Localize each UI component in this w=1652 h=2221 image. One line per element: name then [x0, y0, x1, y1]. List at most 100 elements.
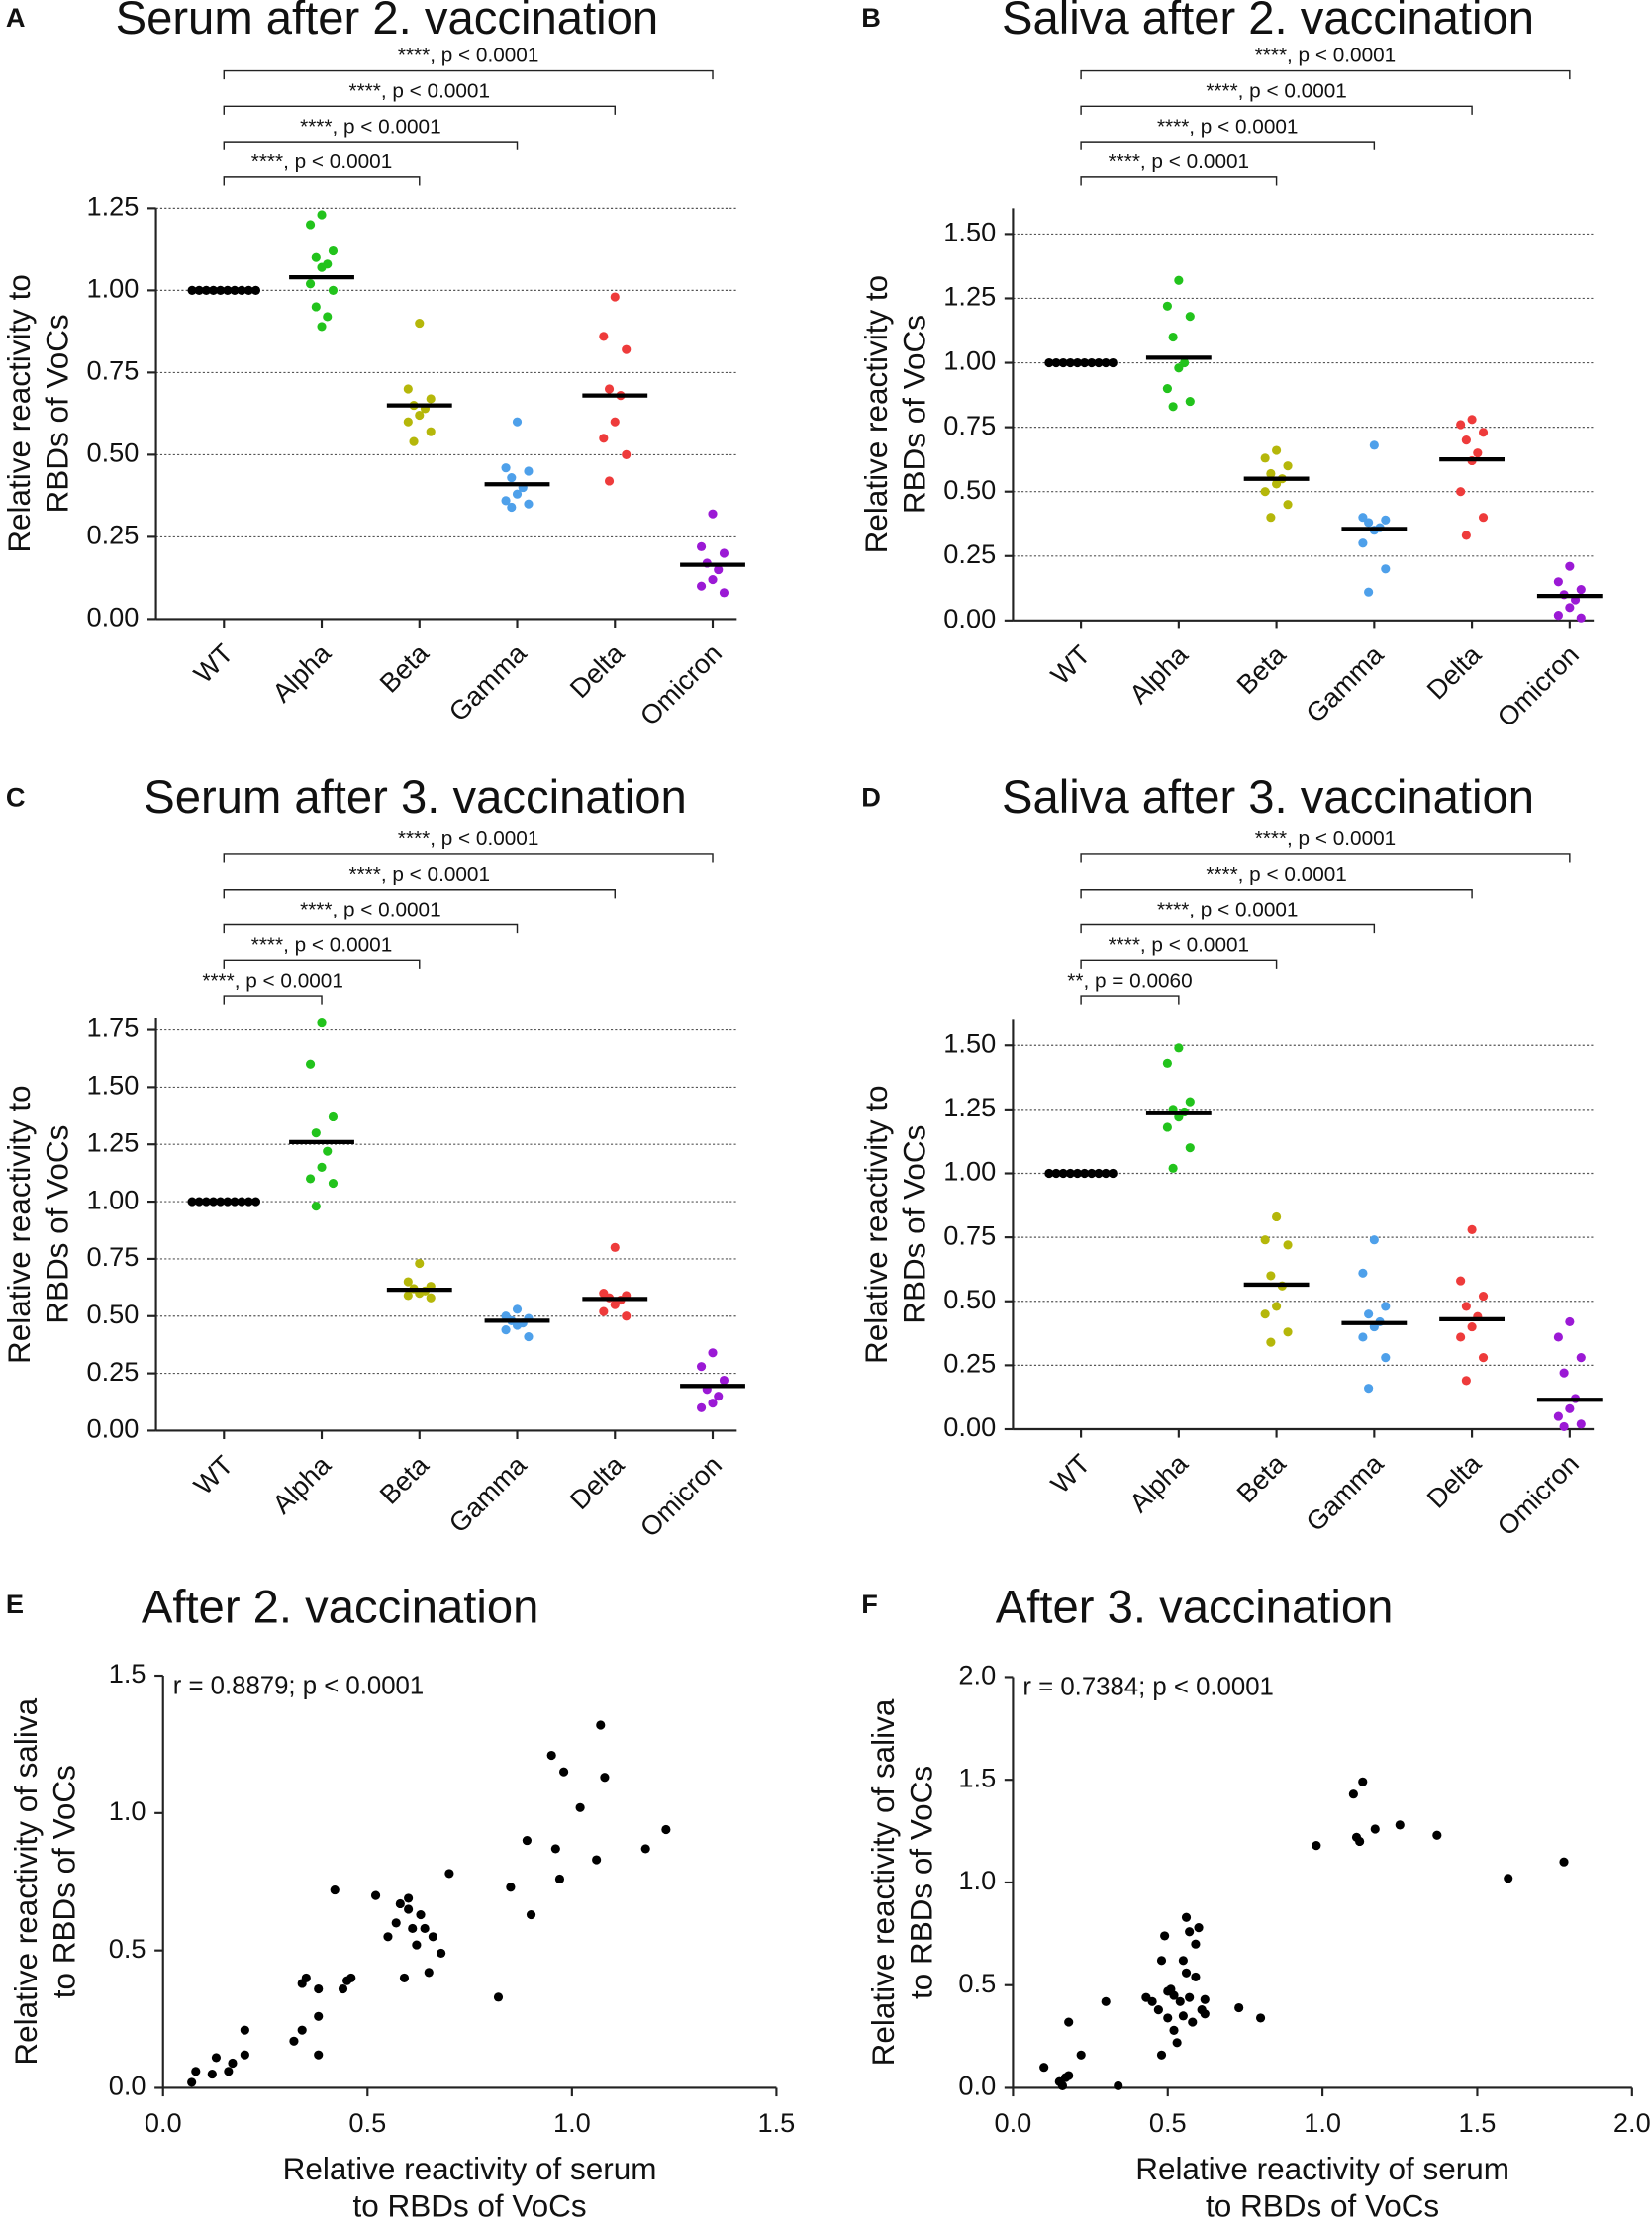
data-point [305, 220, 316, 230]
comparison-bracket [1080, 69, 1571, 80]
data-point [524, 499, 534, 509]
data-point [311, 1202, 321, 1211]
x-tick-label: 1.0 [553, 2107, 591, 2138]
data-point [1364, 518, 1374, 528]
data-point [1565, 1316, 1575, 1327]
y-tick-label: 1.25 [943, 281, 996, 312]
comparison-label: ****, p < 0.0001 [251, 933, 392, 956]
x-tick-label: Beta [1230, 638, 1292, 700]
data-point [403, 1291, 413, 1301]
data-point [1364, 1309, 1374, 1319]
data-point [1188, 2017, 1198, 2027]
data-point [317, 322, 327, 332]
y-tick-label: 1.5 [958, 1762, 996, 1792]
data-point [224, 2067, 234, 2076]
data-point [297, 2025, 307, 2035]
comparison-bracket [1080, 959, 1278, 969]
comparison-bracket [1080, 141, 1376, 150]
x-tick-label: 0.0 [995, 2107, 1032, 2138]
data-point [1461, 1302, 1471, 1311]
data-point [1191, 1939, 1201, 1949]
y-tick-label: 0.00 [86, 602, 139, 632]
data-point [415, 410, 425, 421]
data-point [426, 1293, 436, 1303]
data-point [1175, 1996, 1185, 2006]
data-point [1185, 397, 1195, 407]
data-point [240, 2025, 249, 2035]
comparison-bracket [1080, 176, 1278, 186]
data-point [1169, 1990, 1179, 2000]
data-point [1478, 513, 1489, 523]
data-point [1039, 2063, 1049, 2073]
y-tick-label: 0.25 [86, 1356, 139, 1387]
data-point [1174, 1043, 1184, 1053]
data-point [328, 285, 339, 295]
data-point [1553, 1332, 1563, 1342]
y-tick-label: 0.0 [109, 2071, 146, 2101]
data-point [1266, 468, 1276, 479]
data-point [1576, 1419, 1586, 1429]
data-point [501, 1325, 511, 1335]
comparison-label: ****, p < 0.0001 [1206, 80, 1346, 103]
y-tick-label: 0.0 [958, 2071, 996, 2101]
data-point [323, 1146, 333, 1156]
comparison-bracket [223, 923, 519, 934]
data-point [599, 1306, 609, 1316]
data-point [512, 1320, 523, 1330]
data-point [1156, 1956, 1167, 1966]
data-point [317, 1018, 327, 1028]
y-tick-label: 1.25 [943, 1092, 996, 1122]
annotation: r = 0.7384; p < 0.0001 [1022, 1674, 1273, 1701]
data-point [604, 384, 615, 394]
comparison-label: ****, p < 0.0001 [1109, 150, 1249, 173]
data-point [708, 574, 718, 585]
data-point [1381, 1302, 1391, 1311]
data-point [1467, 1224, 1477, 1234]
data-point [311, 1128, 321, 1138]
data-point [696, 581, 707, 591]
data-point [507, 473, 517, 483]
data-point [610, 292, 620, 302]
data-point [1553, 611, 1563, 621]
data-point [640, 1844, 650, 1854]
annotation: r = 0.8879; p < 0.0001 [173, 1672, 424, 1699]
x-tick-label: Beta [373, 1449, 435, 1510]
comparison-label: ****, p < 0.0001 [300, 115, 440, 138]
data-point [599, 332, 609, 341]
data-point [1553, 577, 1563, 587]
panel-letter: A [6, 2, 26, 33]
data-point [714, 565, 724, 575]
data-point [305, 279, 316, 289]
data-point [346, 1973, 356, 1982]
chart-title: Saliva after 2. vaccination [1002, 0, 1534, 45]
comparison-label: **, p = 0.0060 [1067, 969, 1192, 992]
chart-title: Saliva after 3. vaccination [1002, 771, 1534, 823]
panel-letter: C [6, 781, 26, 812]
y-tick-label: 1.25 [86, 1126, 139, 1157]
y-axis-label: Relative reactivity of saliva [866, 1698, 901, 2066]
data-point [1364, 1384, 1374, 1394]
data-point [1456, 1276, 1466, 1286]
data-point [311, 302, 321, 312]
y-axis-label: RBDs of VoCs [41, 1125, 75, 1324]
data-point [1174, 363, 1184, 373]
y-tick-label: 1.00 [943, 345, 996, 376]
data-point [610, 417, 620, 427]
x-tick-label: 0.5 [1149, 2107, 1187, 2138]
y-tick-label: 2.0 [958, 1660, 996, 1690]
data-point [1168, 402, 1178, 412]
chart-title: Serum after 2. vaccination [116, 0, 659, 45]
data-point [409, 436, 419, 446]
data-point [437, 1948, 446, 1959]
data-point [1260, 1309, 1270, 1319]
comparison-label: ****, p < 0.0001 [202, 969, 342, 992]
data-point [314, 2050, 324, 2060]
data-point [338, 1983, 348, 1994]
x-tick-label: Delta [1420, 638, 1487, 705]
x-tick-label: WT [188, 637, 240, 689]
data-point [1559, 1368, 1569, 1378]
data-point [1283, 500, 1293, 510]
data-point [599, 434, 609, 443]
data-point [546, 1750, 556, 1761]
data-point [1364, 587, 1374, 597]
